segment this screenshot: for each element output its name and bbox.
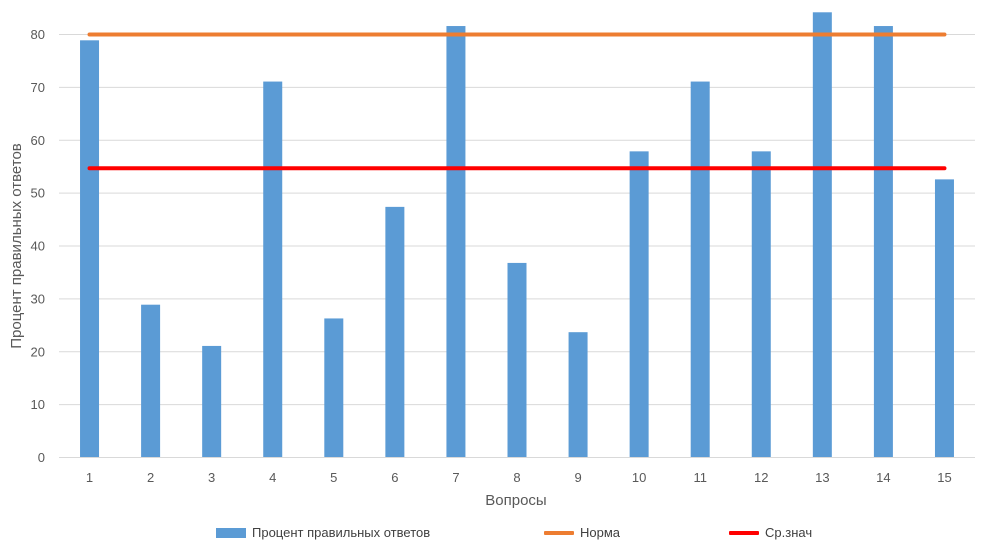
- y-tick-label: 60: [31, 133, 45, 148]
- x-axis-title: Вопросы: [485, 492, 546, 509]
- y-tick-label: 10: [31, 397, 45, 412]
- bar: [80, 40, 100, 458]
- series-lines: [87, 32, 947, 171]
- legend-label-bars: Процент правильных ответов: [252, 525, 431, 540]
- legend-swatch-norm: [544, 530, 574, 535]
- bar: [751, 151, 771, 458]
- legend-swatch-bars: [216, 527, 246, 538]
- y-tick-label: 0: [38, 450, 45, 465]
- y-tick-labels: 0 10 20 30 40 50 60 70 80: [31, 27, 45, 465]
- x-tick-label: 8: [513, 470, 520, 485]
- y-tick-label: 80: [31, 27, 45, 42]
- x-tick-label: 13: [815, 470, 829, 485]
- legend-item-mean: Ср.знач: [729, 525, 812, 540]
- y-axis-title: Процент правильных ответов: [8, 143, 25, 349]
- bar: [568, 332, 588, 458]
- x-tick-label: 1: [86, 470, 93, 485]
- bar: [873, 26, 893, 458]
- bar: [141, 304, 161, 458]
- bar: [263, 81, 283, 458]
- legend-item-bars: Процент правильных ответов: [216, 525, 430, 540]
- x-tick-label: 3: [208, 470, 215, 485]
- bar: [629, 151, 649, 458]
- x-tick-label: 10: [632, 470, 646, 485]
- x-tick-label: 7: [452, 470, 459, 485]
- x-tick-label: 6: [391, 470, 398, 485]
- y-tick-label: 70: [31, 80, 45, 95]
- bar: [507, 262, 527, 458]
- bar: [385, 206, 405, 458]
- x-tick-labels: 1 2 3 4 5 6 7 8 9 10 11 12 13 14 15: [86, 470, 952, 485]
- bar: [446, 26, 466, 458]
- y-tick-label: 30: [31, 291, 45, 306]
- legend-swatch-mean: [729, 530, 759, 535]
- y-tick-label: 40: [31, 239, 45, 254]
- x-tick-label: 11: [693, 470, 707, 485]
- bar: [812, 12, 832, 458]
- x-tick-label: 15: [937, 470, 951, 485]
- y-tick-label: 20: [31, 344, 45, 359]
- legend: Процент правильных ответов Норма Ср.знач: [0, 525, 991, 545]
- x-tick-label: 14: [876, 470, 890, 485]
- x-tick-label: 5: [330, 470, 337, 485]
- x-tick-label: 2: [147, 470, 154, 485]
- x-tick-label: 12: [754, 470, 768, 485]
- bar: [934, 179, 954, 458]
- y-tick-label: 50: [31, 186, 45, 201]
- x-tick-label: 4: [269, 470, 276, 485]
- bar: [202, 345, 222, 458]
- bar: [690, 81, 710, 458]
- legend-label-mean: Ср.знач: [765, 525, 813, 540]
- legend-item-norm: Норма: [544, 525, 620, 540]
- legend-label-norm: Норма: [580, 525, 621, 540]
- x-tick-label: 9: [574, 470, 581, 485]
- bar: [324, 318, 344, 458]
- bars: [80, 12, 954, 458]
